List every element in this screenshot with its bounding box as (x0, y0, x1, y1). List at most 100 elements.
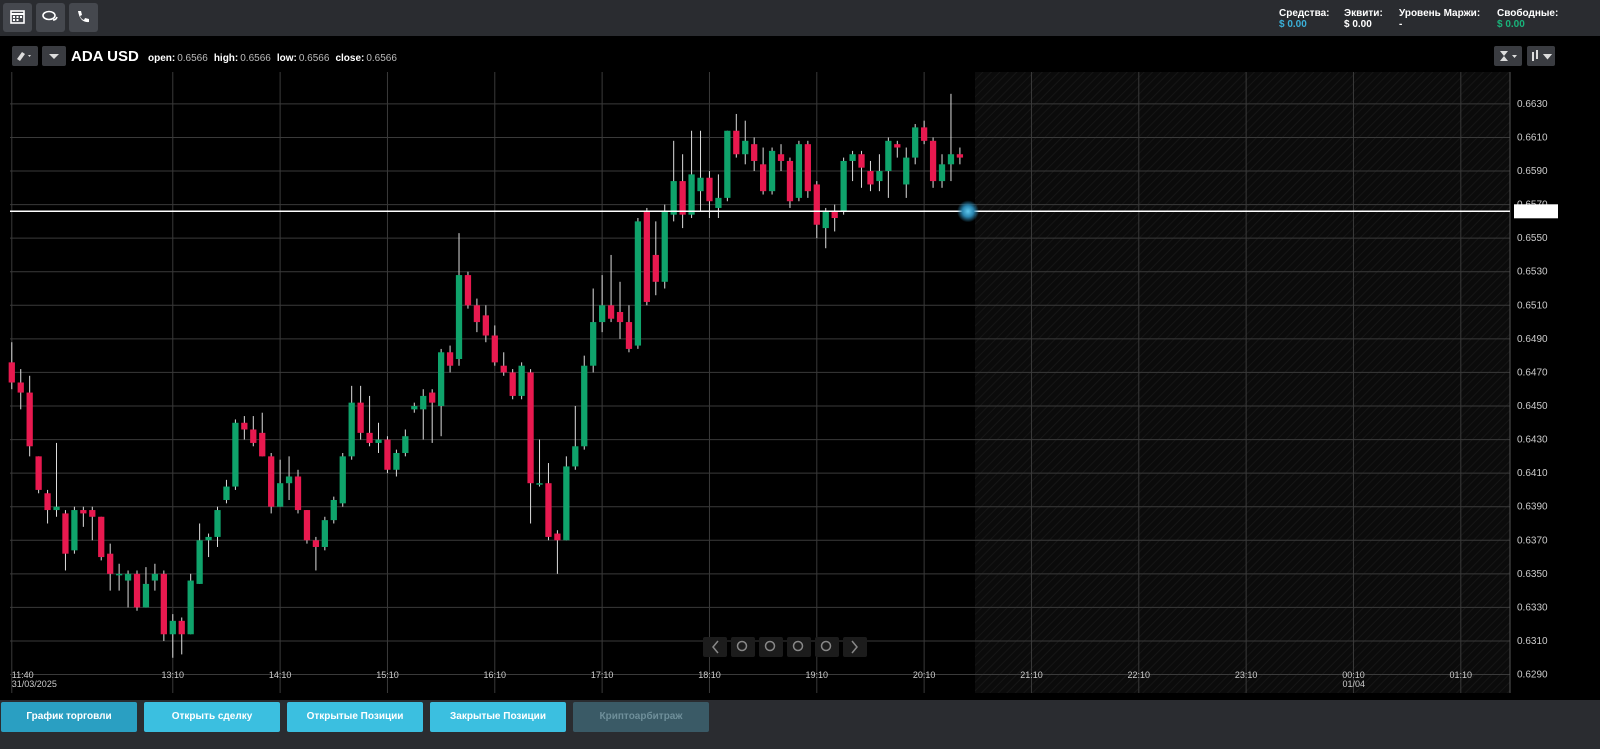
y-tick-label: 0.6370 (1517, 535, 1548, 546)
candle-body (196, 540, 203, 584)
zoom-out-button[interactable] (787, 637, 811, 657)
stat-label: Средства: (1279, 8, 1330, 19)
candle-body (867, 171, 874, 185)
candle-body (831, 211, 838, 219)
candle-body (464, 275, 472, 306)
y-tick-label: 0.6630 (1517, 99, 1548, 110)
ohlc-label: open: (148, 53, 175, 64)
candle-body (822, 211, 829, 229)
chart-type-icon (1532, 50, 1553, 61)
chat-button[interactable] (36, 3, 65, 32)
timeframe-button[interactable] (1494, 46, 1522, 66)
zoom-in-icon (736, 640, 748, 652)
x-tick-date: 31/03/2025 (12, 679, 57, 689)
x-tick-label: 01:10 (1450, 670, 1473, 680)
chart: ADA USD open: 0.6566 high: 0.6566 low: 0.6566… (8, 46, 1558, 693)
candle-body (89, 510, 96, 517)
x-tick-label: 14:10 (269, 670, 292, 680)
calendar-button[interactable] (3, 3, 32, 32)
zoom-reset-button[interactable] (815, 637, 839, 657)
candle-body (768, 150, 776, 192)
candle-body (294, 476, 302, 511)
candle-body (742, 140, 749, 155)
x-tick-label: 15:10 (376, 670, 399, 680)
tab-button[interactable]: Закрытые Позиции (430, 702, 566, 732)
candle-body (590, 322, 597, 366)
y-tick-label: 0.6490 (1517, 334, 1548, 345)
tab-button: Криптоарбитраж (573, 702, 709, 732)
candle-body (598, 305, 606, 323)
y-tick-label: 0.6530 (1517, 267, 1548, 278)
candle-body (357, 402, 364, 433)
candle-body (142, 583, 150, 608)
candle-body (912, 127, 919, 158)
candle-body (938, 164, 946, 182)
candle-body (232, 422, 239, 487)
candle-body (437, 352, 445, 406)
y-tick-label: 0.6470 (1517, 367, 1548, 378)
candle-body (80, 510, 87, 514)
tab-button[interactable]: Открытые Позиции (287, 702, 423, 732)
candle-body (706, 177, 713, 202)
candle-body (697, 177, 704, 192)
candle-body (670, 181, 677, 215)
candle-body (652, 254, 659, 282)
candle-body (375, 439, 382, 443)
candle-body (402, 436, 409, 453)
y-tick-label: 0.6450 (1517, 401, 1548, 412)
y-tick-label: 0.6390 (1517, 502, 1548, 513)
candle-body (572, 446, 579, 467)
x-tick-label: 16:10 (484, 670, 507, 680)
candle-body (107, 553, 114, 574)
y-tick-label: 0.6590 (1517, 166, 1548, 177)
candle-body (259, 432, 266, 457)
candle-body (223, 486, 230, 500)
scroll-left-button[interactable] (703, 637, 727, 657)
stat: Уровень Маржи: - (1399, 8, 1480, 30)
candle-body (446, 352, 454, 366)
drawing-tool-icon (17, 52, 31, 61)
candle-body (491, 335, 498, 363)
chart-type-button[interactable] (1527, 46, 1555, 66)
scroll-right-button[interactable] (843, 637, 867, 657)
zoom-in-button[interactable] (731, 637, 755, 657)
calendar-icon (10, 10, 25, 24)
ohlc-value: 0.6566 (240, 53, 271, 64)
x-tick-label: 20:10 (913, 670, 936, 680)
candle-body (276, 483, 284, 507)
stat: Средства: $ 0.00 (1279, 8, 1329, 30)
phone-button[interactable] (69, 3, 98, 32)
candle-body (268, 456, 275, 507)
zoom-out-icon (764, 640, 776, 652)
y-tick-label: 0.6510 (1517, 300, 1548, 311)
candle-body (285, 476, 293, 484)
candle-body (661, 211, 668, 282)
tab-button[interactable]: График торговли (1, 702, 137, 732)
bottom-bar: График торговли Открыть сделку Открытые По… (0, 700, 1600, 749)
candle-body (795, 144, 803, 198)
candle-body (921, 127, 928, 141)
symbol: ADA USD (71, 48, 139, 65)
candle-body (688, 174, 695, 215)
candle-body (849, 154, 856, 161)
y-tick-label: 0.6550 (1517, 233, 1548, 244)
candle-body (420, 395, 427, 410)
x-tick-label: 13:10 (162, 670, 185, 680)
ohlc-label: low: (277, 53, 297, 64)
candle-body (903, 157, 910, 185)
zoom-reset-icon (820, 640, 832, 652)
tab-button[interactable]: Открыть сделку (144, 702, 280, 732)
stat-value: $ 0.00 (1279, 19, 1307, 30)
candle-body (26, 392, 33, 447)
x-tick-label: 19:10 (806, 670, 829, 680)
candle-body (777, 154, 785, 161)
stat-value: $ 0.00 (1497, 19, 1525, 30)
candle-body (724, 130, 731, 198)
dropdown-icon (49, 54, 59, 59)
candle-body (840, 160, 847, 212)
zoom-out-button[interactable] (759, 637, 783, 657)
drawing-tool-button[interactable] (12, 46, 38, 66)
candle-body (500, 365, 507, 373)
cursor-glow (957, 200, 979, 223)
candle-body (733, 130, 740, 155)
